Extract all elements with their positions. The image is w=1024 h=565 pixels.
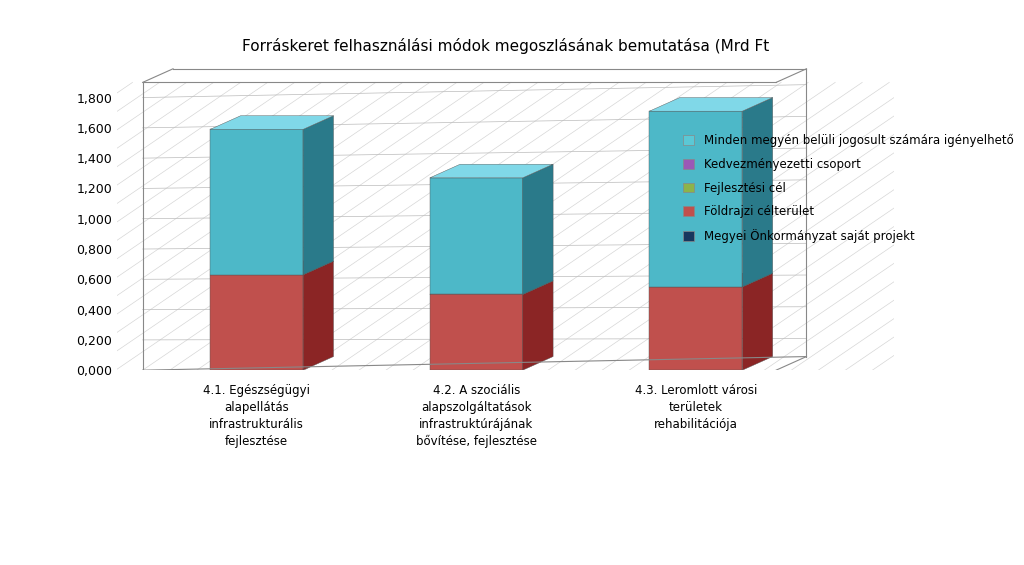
Polygon shape [742, 98, 773, 287]
Polygon shape [649, 98, 773, 111]
Polygon shape [430, 164, 553, 178]
Polygon shape [430, 281, 553, 294]
Polygon shape [303, 116, 334, 275]
Polygon shape [522, 164, 553, 294]
Polygon shape [649, 111, 742, 287]
Polygon shape [210, 129, 303, 275]
Polygon shape [522, 281, 553, 370]
Polygon shape [430, 294, 522, 370]
Polygon shape [742, 273, 773, 370]
Polygon shape [210, 275, 303, 370]
Polygon shape [430, 178, 522, 294]
Polygon shape [210, 116, 334, 129]
Polygon shape [210, 261, 334, 275]
Polygon shape [649, 273, 773, 287]
Polygon shape [649, 287, 742, 370]
Polygon shape [303, 261, 334, 370]
Title: Forráskeret felhasználási módok megoszlásának bemutatása (Mrd Ft: Forráskeret felhasználási módok megoszlá… [243, 38, 769, 54]
Legend: Minden megyén belüli jogosult számára igényelhető, Kedvezményezetti csoport, Fej: Minden megyén belüli jogosult számára ig… [683, 134, 1014, 243]
